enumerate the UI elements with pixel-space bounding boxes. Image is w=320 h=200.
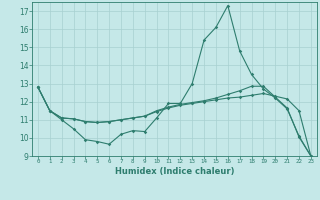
X-axis label: Humidex (Indice chaleur): Humidex (Indice chaleur)	[115, 167, 234, 176]
